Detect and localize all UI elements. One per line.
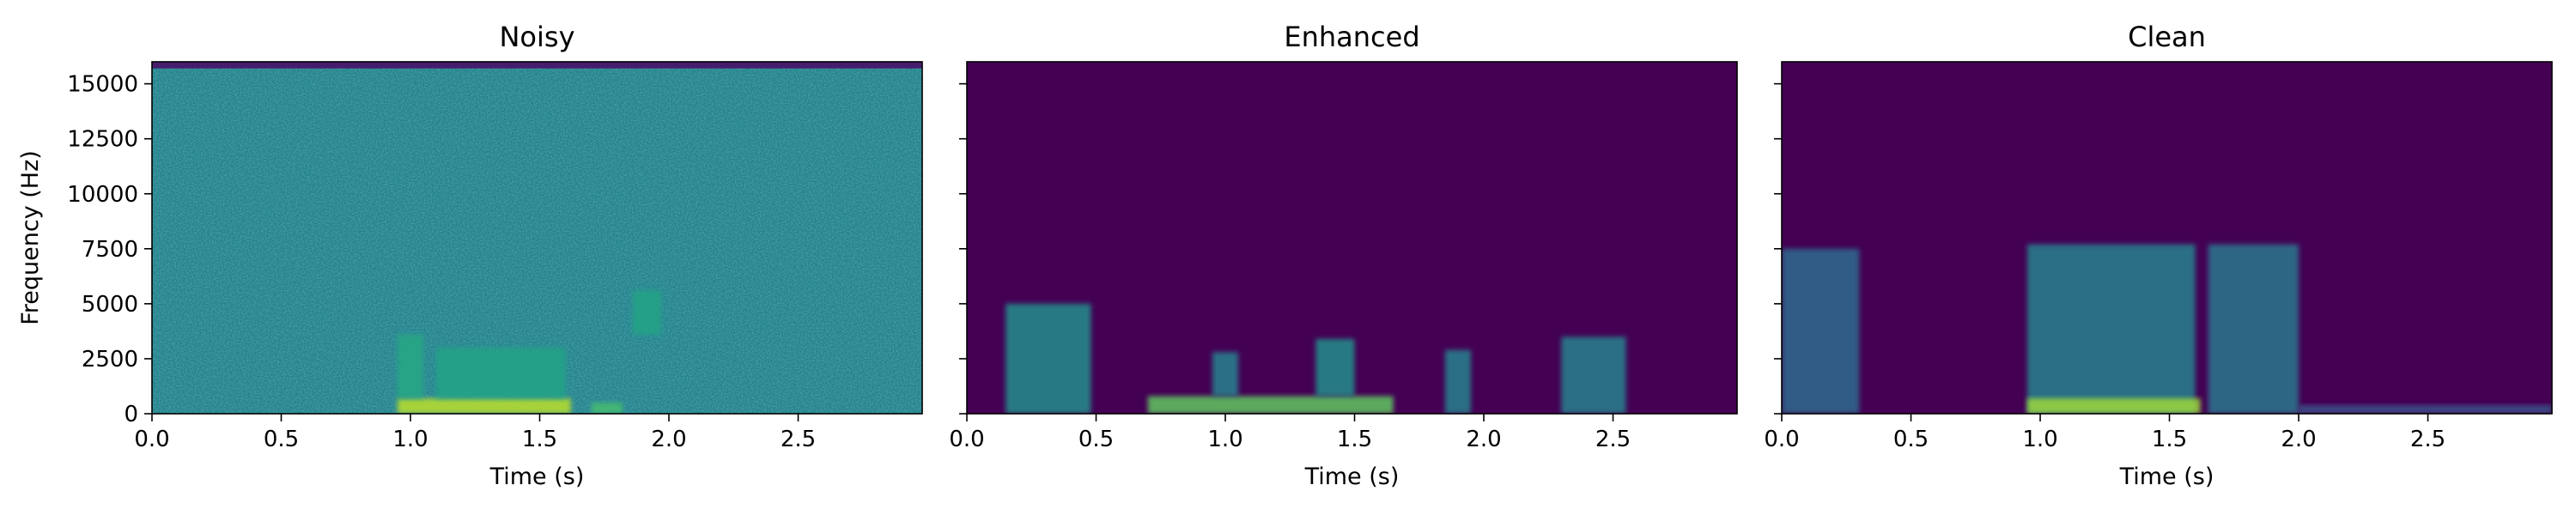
panel-title: Enhanced	[1284, 21, 1419, 53]
energy-region-5	[2299, 404, 2552, 414]
panel-title: Noisy	[499, 21, 574, 53]
y-tick-label: 7500	[82, 237, 138, 263]
energy-region-2	[2026, 244, 2196, 414]
energy-region-6	[1561, 336, 1626, 414]
y-tick-label: 5000	[82, 292, 138, 318]
energy-region-2	[397, 334, 424, 399]
x-tick-label: 0.0	[949, 427, 984, 452]
energy-region-5	[632, 290, 661, 335]
spectrogram-panel-1: Noisy 0.0 0.5 1.0 1.5 2.0 2.5 0 2500 5000 7500 1000…	[17, 21, 923, 490]
energy-region-4	[591, 403, 623, 414]
x-tick-label: 2.5	[781, 427, 816, 452]
x-tick-label: 0.0	[1764, 427, 1799, 452]
energy-region-1	[1782, 248, 1860, 414]
energy-region-3	[1315, 338, 1355, 397]
y-tick-label: 12500	[67, 127, 138, 153]
axes-frame	[151, 61, 923, 415]
energy-region-3	[2026, 398, 2201, 414]
energy-region-4	[1212, 352, 1239, 397]
energy-region-2	[1147, 396, 1394, 414]
energy-region-1	[397, 398, 571, 414]
x-tick-label: 0.0	[134, 427, 169, 452]
spectrogram-image	[967, 62, 1737, 414]
x-tick-label: 1.5	[2152, 427, 2187, 452]
x-tick-label: 1.0	[2022, 427, 2057, 452]
energy-region-4	[2208, 244, 2300, 414]
x-tick-label: 2.0	[1466, 427, 1501, 452]
x-tick-label: 1.0	[1207, 427, 1242, 452]
axes-frame	[1781, 61, 2553, 415]
x-axis-label: Time (s)	[2119, 464, 2215, 490]
spectrogram-panel-3: Clean 0.0 0.5 1.0 1.5 2.0 2.5 Time (s)	[1764, 21, 2553, 490]
y-tick-label: 0	[124, 402, 138, 427]
x-tick-label: 0.5	[1893, 427, 1929, 452]
x-tick-label: 2.0	[2281, 427, 2316, 452]
spectrogram-image	[152, 62, 922, 414]
y-tick-label: 2500	[82, 347, 138, 373]
y-tick-label: 10000	[67, 182, 138, 208]
x-tick-label: 0.5	[264, 427, 299, 452]
x-tick-label: 1.5	[1337, 427, 1372, 452]
energy-region-5	[1444, 349, 1471, 414]
top-band	[152, 62, 922, 69]
x-tick-label: 2.0	[651, 427, 686, 452]
x-tick-label: 1.0	[392, 427, 428, 452]
energy-region-1	[1005, 303, 1091, 414]
spectrogram-panel-2: Enhanced 0.0 0.5 1.0 1.5 2.0 2.5 Time (s)	[949, 21, 1738, 490]
x-axis-label: Time (s)	[1304, 464, 1400, 490]
axes-frame	[966, 61, 1738, 415]
x-tick-label: 0.5	[1078, 427, 1114, 452]
panel-title: Clean	[2128, 21, 2206, 53]
spectrogram-image	[1782, 62, 2552, 414]
x-axis-label: Time (s)	[489, 464, 585, 490]
y-axis-label: Frequency (Hz)	[17, 150, 44, 325]
x-tick-label: 2.5	[1595, 427, 1631, 452]
y-tick-label: 15000	[67, 72, 138, 98]
x-tick-label: 1.5	[522, 427, 557, 452]
energy-region-3	[436, 348, 566, 399]
x-tick-label: 2.5	[2410, 427, 2445, 452]
